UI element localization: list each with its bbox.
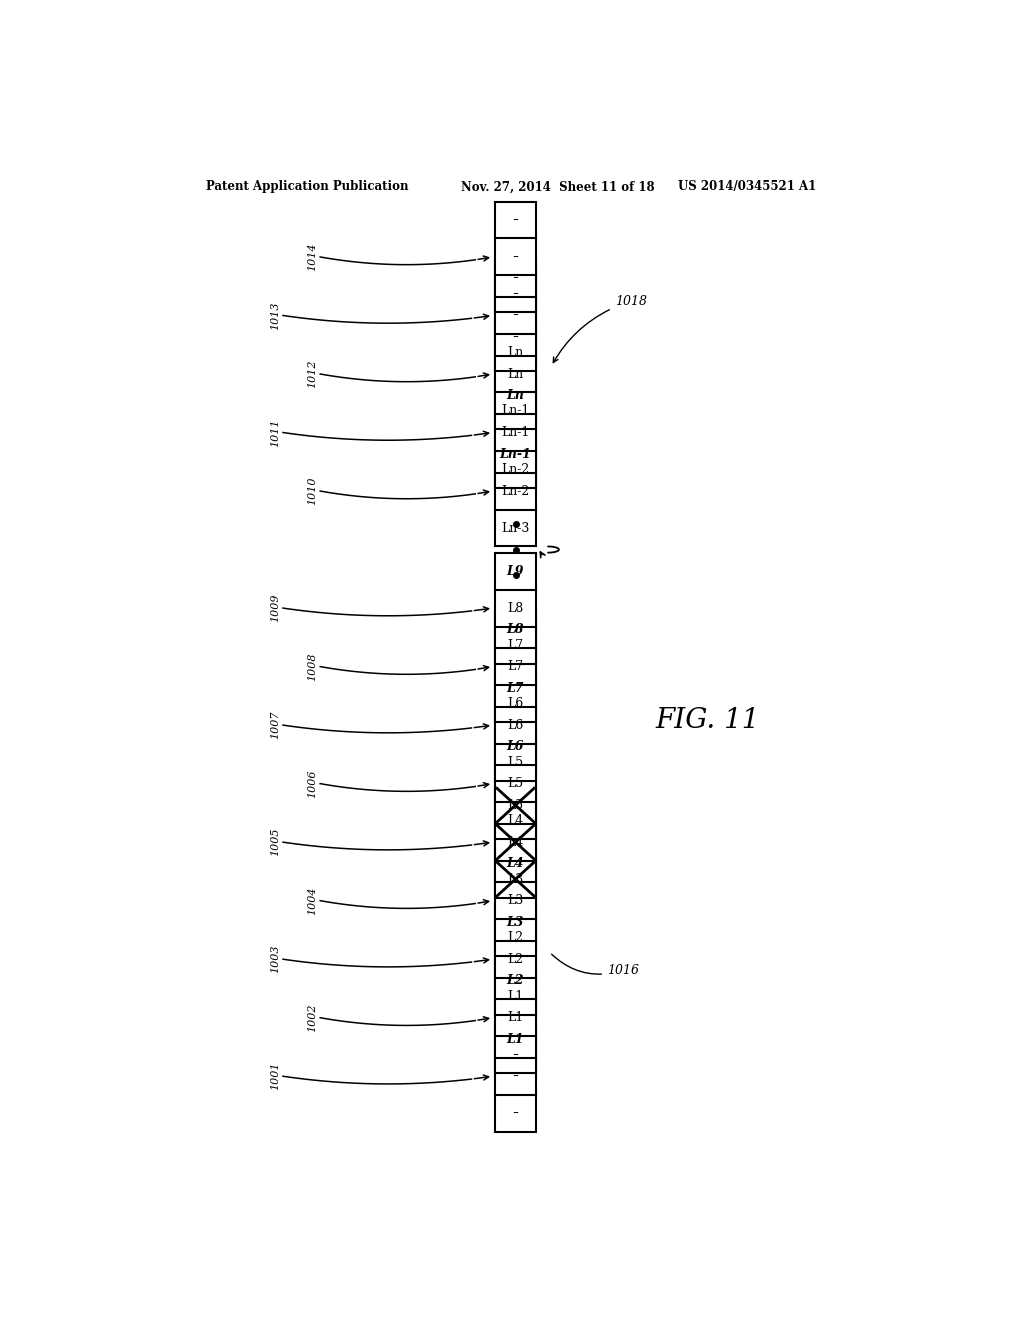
Text: L4: L4 — [507, 814, 523, 828]
Bar — [496, 787, 536, 898]
Text: FIG. 11: FIG. 11 — [655, 708, 760, 734]
Text: Nov. 27, 2014  Sheet 11 of 18: Nov. 27, 2014 Sheet 11 of 18 — [461, 181, 655, 194]
Text: 1004: 1004 — [307, 887, 317, 915]
Text: L3: L3 — [507, 894, 523, 907]
Text: -: - — [512, 1045, 518, 1064]
Text: L1: L1 — [507, 1032, 524, 1045]
Text: 1013: 1013 — [270, 301, 281, 330]
Bar — [496, 318, 536, 429]
Text: L3: L3 — [507, 916, 524, 929]
Text: 1002: 1002 — [307, 1003, 317, 1032]
Text: -: - — [512, 306, 518, 325]
Text: -: - — [512, 248, 518, 265]
Text: L2: L2 — [508, 931, 523, 944]
Text: L7: L7 — [508, 639, 523, 652]
Bar — [496, 553, 536, 664]
Text: L1: L1 — [507, 1011, 523, 1024]
Text: 1018: 1018 — [553, 294, 647, 363]
Text: L5: L5 — [508, 755, 523, 768]
Text: 1011: 1011 — [270, 418, 281, 446]
Text: L5: L5 — [508, 777, 523, 791]
Text: Ln-2: Ln-2 — [502, 484, 529, 498]
Bar — [496, 378, 536, 488]
Text: 1008: 1008 — [307, 652, 317, 681]
Text: Ln-1: Ln-1 — [502, 404, 529, 417]
Text: 1007: 1007 — [270, 711, 281, 739]
Text: 1016: 1016 — [552, 954, 639, 977]
Text: Ln-2: Ln-2 — [502, 463, 529, 477]
Text: L4: L4 — [507, 836, 523, 849]
Bar — [496, 1020, 536, 1131]
Text: L7: L7 — [507, 681, 524, 694]
Text: L2: L2 — [507, 974, 524, 987]
Text: -: - — [512, 1068, 518, 1085]
Text: L4: L4 — [507, 857, 524, 870]
Text: -: - — [512, 269, 518, 288]
Text: US 2014/0345521 A1: US 2014/0345521 A1 — [678, 181, 816, 194]
Text: Ln: Ln — [507, 367, 523, 380]
Text: L3: L3 — [507, 873, 523, 886]
Text: L5: L5 — [508, 799, 523, 812]
Text: L1: L1 — [507, 990, 523, 1003]
Text: 1012: 1012 — [307, 360, 317, 388]
Text: Ln-1: Ln-1 — [502, 426, 529, 440]
Bar — [496, 669, 536, 780]
Text: L2: L2 — [508, 953, 523, 966]
Bar — [496, 729, 536, 840]
Text: Ln-1: Ln-1 — [500, 447, 531, 461]
Text: Ln-3: Ln-3 — [502, 521, 529, 535]
Text: Patent Application Publication: Patent Application Publication — [206, 181, 408, 194]
Text: 1005: 1005 — [270, 828, 281, 857]
Bar — [496, 904, 536, 1015]
Text: -: - — [512, 211, 518, 228]
Text: 1001: 1001 — [270, 1063, 281, 1090]
Bar — [496, 611, 536, 722]
Text: -: - — [512, 285, 518, 302]
Text: 1010: 1010 — [307, 477, 317, 506]
Text: L9: L9 — [507, 565, 524, 578]
Bar — [496, 260, 536, 371]
Bar — [496, 962, 536, 1073]
Text: Ln: Ln — [507, 389, 524, 403]
Text: L8: L8 — [507, 623, 524, 636]
Text: -: - — [512, 1105, 518, 1122]
Text: L8: L8 — [507, 602, 523, 615]
Text: L6: L6 — [507, 697, 523, 710]
Bar — [496, 845, 536, 956]
Bar — [496, 436, 536, 546]
Text: 1006: 1006 — [307, 770, 317, 797]
Bar — [496, 202, 536, 313]
Text: L6: L6 — [507, 741, 524, 754]
Text: Ln: Ln — [507, 346, 523, 359]
Text: -: - — [512, 329, 518, 346]
Text: L6: L6 — [507, 718, 523, 731]
Text: 1009: 1009 — [270, 594, 281, 622]
Text: 1003: 1003 — [270, 945, 281, 973]
Text: L7: L7 — [508, 660, 523, 673]
Text: 1014: 1014 — [307, 243, 317, 271]
